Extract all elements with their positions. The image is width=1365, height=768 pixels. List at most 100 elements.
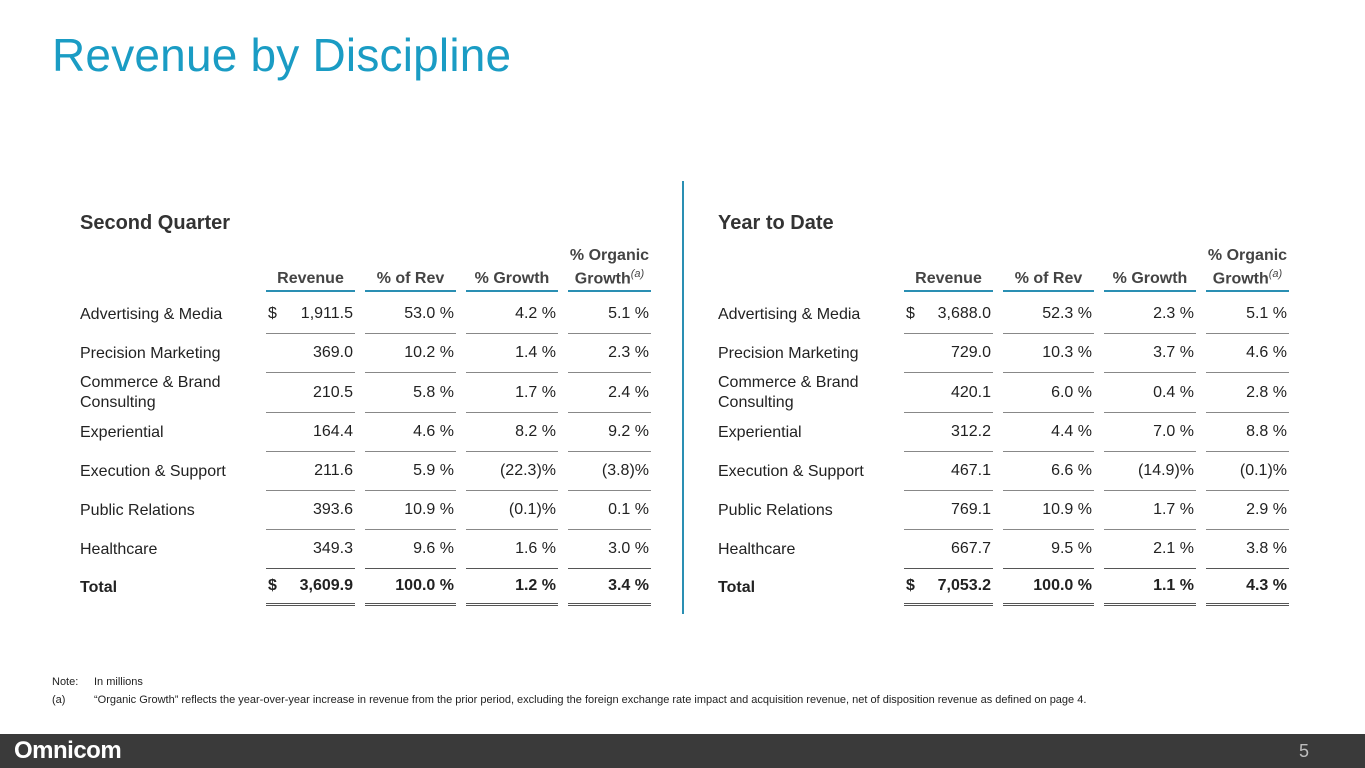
organic-value: 9.2 % bbox=[608, 423, 649, 441]
note-key: Note: bbox=[52, 676, 79, 688]
section-title: Second Quarter bbox=[80, 212, 231, 234]
pct_growth-cell: (22.3)% bbox=[456, 452, 558, 492]
table-row: Healthcare 349.3 9.6 % 1.6 % 3.0 % bbox=[80, 530, 651, 570]
header-blank bbox=[80, 246, 256, 295]
discipline-label: Experiential bbox=[718, 423, 802, 441]
organic-value: 4.6 % bbox=[1246, 344, 1287, 362]
table-row: Experiential 164.4 4.6 % 8.2 % 9.2 % bbox=[80, 413, 651, 453]
revenue-value: 393.6 bbox=[312, 501, 353, 519]
revenue-cell: 349.3 bbox=[256, 530, 355, 570]
pct_rev-cell: 4.4 % bbox=[993, 413, 1094, 453]
revenue-value: 1,911.5 bbox=[300, 305, 353, 323]
revenue-cell: 211.6 bbox=[256, 452, 355, 492]
organic-cell: 4.3 % bbox=[1196, 569, 1289, 607]
revenue-value: 3,688.0 bbox=[937, 305, 991, 323]
pct_rev-cell: 9.6 % bbox=[355, 530, 456, 570]
note-row: Note: In millions bbox=[52, 676, 1086, 694]
pct_growth-cell: (14.9)% bbox=[1094, 452, 1196, 492]
pct_rev-value: 10.3 % bbox=[1042, 344, 1092, 362]
organic-value: (0.1)% bbox=[1239, 462, 1287, 480]
revenue-value: 467.1 bbox=[950, 462, 991, 480]
pct_growth-value: 1.7 % bbox=[515, 383, 556, 401]
revenue-value: 349.3 bbox=[312, 540, 353, 558]
revenue-value: 312.2 bbox=[950, 423, 991, 441]
pct_rev-value: 10.2 % bbox=[404, 344, 454, 362]
revenue-value: 7,053.2 bbox=[937, 577, 991, 595]
header-pct-growth: % Growth bbox=[1094, 246, 1196, 295]
header-organic-growth: % Organic Growth(a) bbox=[558, 246, 651, 295]
discipline-label: Precision Marketing bbox=[718, 344, 859, 362]
pct_growth-value: 1.2 % bbox=[515, 577, 556, 595]
pct_rev-cell: 5.8 % bbox=[355, 373, 456, 413]
revenue-value: 210.5 bbox=[312, 383, 353, 401]
pct_growth-value: (22.3)% bbox=[499, 462, 556, 480]
organic-cell: 2.8 % bbox=[1196, 373, 1289, 413]
discipline-label: Healthcare bbox=[718, 540, 796, 558]
organic-cell: 0.1 % bbox=[558, 491, 651, 531]
pct_rev-value: 6.0 % bbox=[1051, 383, 1092, 401]
organic-value: 2.3 % bbox=[608, 344, 649, 362]
organic-cell: 2.3 % bbox=[558, 334, 651, 374]
pct_growth-value: 1.7 % bbox=[1153, 501, 1194, 519]
pct_rev-cell: 10.9 % bbox=[355, 491, 456, 531]
pct_rev-value: 6.6 % bbox=[1051, 462, 1092, 480]
pct_rev-value: 10.9 % bbox=[1042, 501, 1092, 519]
organic-cell: 5.1 % bbox=[1196, 295, 1289, 335]
revenue-cell: 769.1 bbox=[894, 491, 993, 531]
discipline-label: Advertising & Media bbox=[718, 305, 861, 323]
revenue-cell: 393.6 bbox=[256, 491, 355, 531]
table-row: Commerce & Brand Consulting 210.5 5.8 % 1.7… bbox=[80, 373, 651, 413]
pct_rev-cell: 10.9 % bbox=[993, 491, 1094, 531]
pct_growth-value: 2.1 % bbox=[1153, 540, 1194, 558]
organic-cell: 8.8 % bbox=[1196, 413, 1289, 453]
pct_growth-value: (0.1)% bbox=[508, 501, 556, 519]
organic-value: 8.8 % bbox=[1246, 423, 1287, 441]
organic-cell: 9.2 % bbox=[558, 413, 651, 453]
pct_rev-cell: 5.9 % bbox=[355, 452, 456, 492]
header-organic-growth: % Organic Growth(a) bbox=[1196, 246, 1289, 295]
revenue-cell: 729.0 bbox=[894, 334, 993, 374]
pct_growth-value: 4.2 % bbox=[515, 305, 556, 323]
header-revenue: Revenue bbox=[256, 246, 355, 295]
section-title: Year to Date bbox=[718, 212, 834, 234]
note-key: (a) bbox=[52, 694, 66, 706]
pct_growth-cell: (0.1)% bbox=[456, 491, 558, 531]
pct_growth-cell: 8.2 % bbox=[456, 413, 558, 453]
pct_rev-cell: 10.2 % bbox=[355, 334, 456, 374]
table-row: Precision Marketing 729.0 10.3 % 3.7 % 4.6 % bbox=[718, 334, 1289, 374]
discipline-label: Commerce & Brand Consulting bbox=[718, 374, 859, 412]
pct_rev-value: 9.5 % bbox=[1051, 540, 1092, 558]
year-to-date-section: Year to Date Revenue% of Rev% Growth% Org… bbox=[718, 212, 1289, 607]
pct_growth-value: 1.1 % bbox=[1153, 577, 1194, 595]
pct_growth-cell: 4.2 % bbox=[456, 295, 558, 335]
revenue-value: 667.7 bbox=[950, 540, 991, 558]
pct_growth-cell: 1.6 % bbox=[456, 530, 558, 570]
revenue-cell: 164.4 bbox=[256, 413, 355, 453]
header-pct-rev: % of Rev bbox=[993, 246, 1094, 295]
revenue-cell: 420.1 bbox=[894, 373, 993, 413]
pct_rev-value: 52.3 % bbox=[1042, 305, 1092, 323]
section-divider bbox=[682, 181, 684, 614]
revenue-cell: 467.1 bbox=[894, 452, 993, 492]
organic-value: 2.8 % bbox=[1246, 383, 1287, 401]
pct_growth-cell: 1.7 % bbox=[1094, 491, 1196, 531]
note-text: “Organic Growth” reflects the year-over-… bbox=[94, 694, 1087, 706]
pct_rev-cell: 100.0 % bbox=[355, 569, 456, 607]
discipline-label: Public Relations bbox=[718, 501, 833, 519]
pct_growth-cell: 1.2 % bbox=[456, 569, 558, 607]
pct_rev-value: 5.9 % bbox=[413, 462, 454, 480]
pct_growth-cell: 2.3 % bbox=[1094, 295, 1196, 335]
revenue-cell: $1,911.5 bbox=[256, 295, 355, 335]
pct_growth-cell: 1.4 % bbox=[456, 334, 558, 374]
pct_rev-value: 4.6 % bbox=[413, 423, 454, 441]
table-row: Commerce & Brand Consulting 420.1 6.0 % 0.4… bbox=[718, 373, 1289, 413]
pct_growth-value: 3.7 % bbox=[1153, 344, 1194, 362]
table-row: Execution & Support 467.1 6.6 % (14.9)% (0.1… bbox=[718, 452, 1289, 492]
organic-value: 2.4 % bbox=[608, 383, 649, 401]
table-row: Advertising & Media $3,688.0 52.3 % 2.3 % 5.… bbox=[718, 295, 1289, 335]
pct_rev-cell: 6.6 % bbox=[993, 452, 1094, 492]
pct_growth-cell: 3.7 % bbox=[1094, 334, 1196, 374]
discipline-table: Revenue% of Rev% Growth% Organic Growth(a… bbox=[718, 246, 1289, 607]
revenue-value: 420.1 bbox=[950, 383, 991, 401]
table-row: Experiential 312.2 4.4 % 7.0 % 8.8 % bbox=[718, 413, 1289, 453]
